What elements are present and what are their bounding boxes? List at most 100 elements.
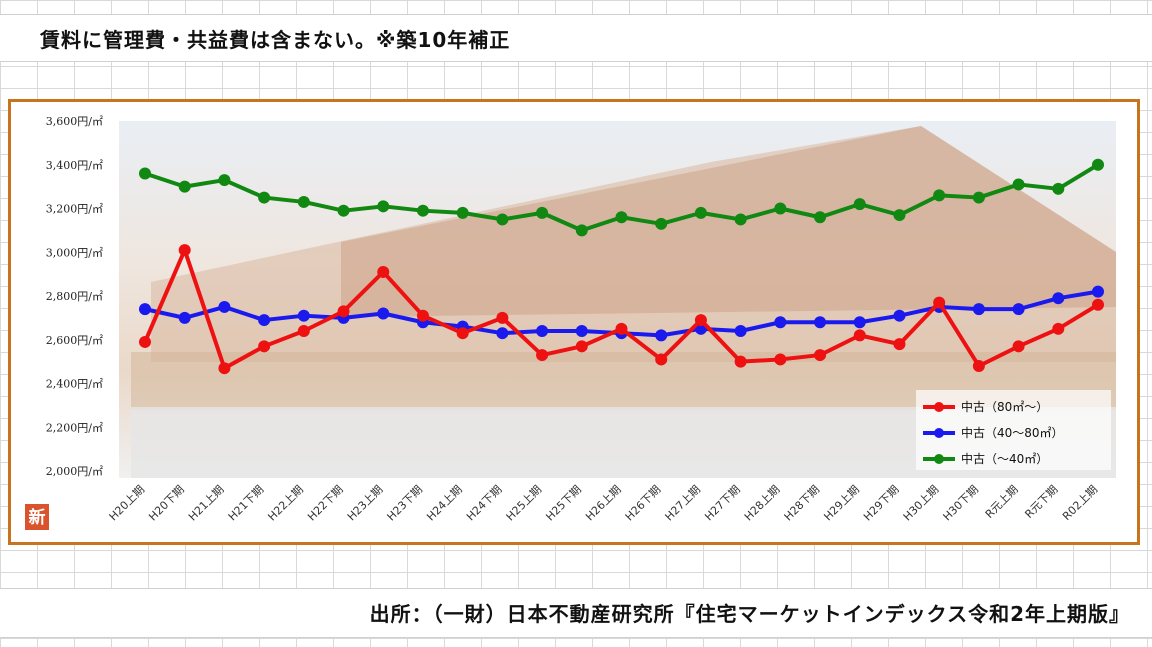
data-point <box>258 191 271 204</box>
legend-label: 中古（～40㎡） <box>961 451 1048 466</box>
x-tick-label: H27上期 <box>663 483 704 524</box>
data-point <box>218 300 231 313</box>
x-tick-label: H23上期 <box>345 483 386 524</box>
data-point <box>972 191 985 204</box>
svg-text:新: 新 <box>29 507 46 528</box>
x-tick-label: H24下期 <box>464 483 505 524</box>
data-point <box>139 335 151 348</box>
data-point <box>933 296 946 309</box>
data-point <box>734 355 747 368</box>
data-point <box>774 316 787 329</box>
x-tick-label: H24上期 <box>424 483 465 524</box>
data-point <box>1052 322 1065 335</box>
x-tick-label: H20上期 <box>107 483 148 524</box>
x-tick-label: H26上期 <box>583 483 624 524</box>
page-note: 賃料に管理費・共益費は含まない。※築10年補正 <box>40 28 511 52</box>
data-point <box>258 314 271 327</box>
data-point <box>178 244 191 257</box>
data-point <box>972 303 985 316</box>
data-point <box>377 265 390 278</box>
data-point <box>416 309 429 322</box>
x-tick-label: H25上期 <box>504 483 545 524</box>
legend-label: 中古（40～80㎡） <box>961 425 1064 440</box>
background-photo <box>119 121 1116 478</box>
data-point <box>297 195 310 208</box>
data-point <box>893 309 906 322</box>
data-point <box>536 206 549 219</box>
data-point <box>297 309 310 322</box>
x-tick-label: H30上期 <box>901 483 942 524</box>
legend-marker <box>934 454 944 464</box>
data-point <box>258 340 271 353</box>
chart-frame: 2,000円/㎡ 2,200円/㎡ 2,400円/㎡ 2,600円/㎡ 2,800円/㎡… <box>8 99 1140 545</box>
data-point <box>416 204 429 217</box>
data-point <box>814 349 827 362</box>
data-point <box>615 211 628 224</box>
data-point <box>377 200 390 213</box>
x-tick-label: H27下期 <box>702 483 743 524</box>
data-point <box>893 338 906 351</box>
y-tick-label: 3,400円/㎡ <box>46 159 103 172</box>
data-point <box>496 213 509 226</box>
data-point <box>297 325 310 337</box>
x-tick-label: H23下期 <box>385 483 426 524</box>
data-point <box>536 349 549 362</box>
legend-label: 中古（80㎡～） <box>961 399 1048 414</box>
y-tick-label: 3,200円/㎡ <box>46 203 103 216</box>
data-point <box>774 202 787 215</box>
x-tick-label: H22下期 <box>305 483 346 524</box>
data-point <box>774 353 787 366</box>
x-tick-label: R02上期 <box>1060 483 1100 523</box>
data-point <box>734 325 747 337</box>
data-point <box>814 211 827 224</box>
data-point <box>536 325 549 337</box>
data-point <box>1052 182 1065 195</box>
data-point <box>575 325 588 337</box>
y-tick-label: 2,600円/㎡ <box>46 334 103 347</box>
data-point <box>734 213 747 226</box>
data-point <box>377 307 390 320</box>
y-tick-label: 2,000円/㎡ <box>46 465 103 478</box>
y-tick-label: 3,000円/㎡ <box>46 246 103 259</box>
source-band <box>0 588 1152 638</box>
data-point <box>218 174 231 187</box>
data-point <box>1092 298 1104 311</box>
data-point <box>1012 340 1025 353</box>
data-point <box>853 316 866 329</box>
x-tick-label: H28上期 <box>742 483 783 524</box>
data-point <box>933 189 946 202</box>
legend-marker <box>934 402 944 412</box>
data-point <box>139 303 151 316</box>
data-point <box>178 311 191 324</box>
series-0 <box>139 244 1104 375</box>
data-point <box>814 316 827 329</box>
data-point <box>694 206 707 219</box>
data-point <box>893 209 906 222</box>
data-point <box>853 198 866 211</box>
data-point <box>655 329 668 342</box>
data-point <box>139 167 151 180</box>
data-point <box>972 360 985 372</box>
x-tick-label: H26下期 <box>623 483 664 524</box>
y-tick-label: 3,600円/㎡ <box>46 115 103 128</box>
data-point <box>1092 158 1104 171</box>
x-tick-label: R元上期 <box>983 483 1021 521</box>
data-point <box>337 204 350 217</box>
x-tick-label: H22上期 <box>265 483 306 524</box>
data-point <box>456 327 469 340</box>
data-point <box>853 329 866 342</box>
data-point <box>615 322 628 335</box>
data-point <box>1012 303 1025 316</box>
x-tick-label: H21上期 <box>186 483 227 524</box>
y-tick-label: 2,200円/㎡ <box>46 421 103 434</box>
x-tick-label: H30下期 <box>940 483 981 524</box>
x-tick-label: H29下期 <box>861 483 902 524</box>
data-point <box>496 327 509 340</box>
y-tick-label: 2,800円/㎡ <box>46 290 103 303</box>
x-tick-label: H25下期 <box>543 483 584 524</box>
note-band <box>0 14 1152 62</box>
data-point <box>655 353 668 366</box>
x-tick-label: R元下期 <box>1022 483 1060 521</box>
data-point <box>337 305 350 318</box>
data-point <box>496 311 509 324</box>
